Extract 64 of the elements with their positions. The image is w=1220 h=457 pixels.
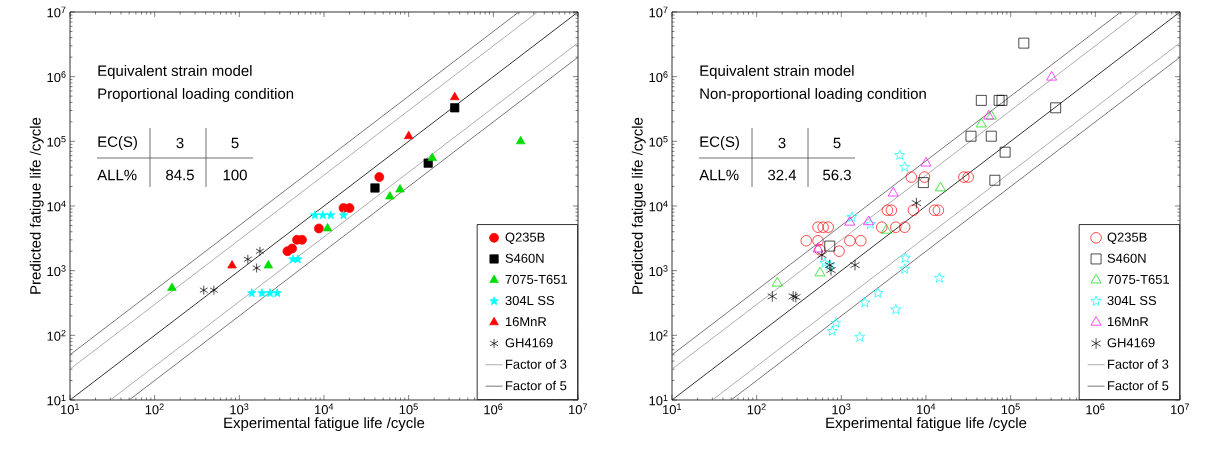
annotation: Equivalent strain model bbox=[700, 65, 854, 79]
legend-label: Factor of 5 bbox=[506, 380, 567, 391]
x-tick-label: 10$^{7}$ bbox=[569, 403, 588, 415]
legend-label: 16MnR bbox=[1107, 317, 1149, 327]
legend-label: 304L SS bbox=[1107, 295, 1157, 306]
x-tick-label: 10$^{4}$ bbox=[315, 403, 334, 415]
annotation: EC(S) bbox=[700, 136, 739, 150]
y-tick-label: 10$^{4}$ bbox=[649, 200, 668, 212]
annotation: 3 bbox=[778, 137, 786, 149]
legend-label: 7075-T651 bbox=[505, 274, 567, 284]
y-tick-label: 10$^{7}$ bbox=[47, 6, 66, 18]
y-tick-label: 10$^{3}$ bbox=[47, 265, 66, 277]
annotation: 5 bbox=[833, 137, 841, 149]
legend-label: Factor of 5 bbox=[1108, 380, 1169, 391]
legend-label: GH4169 bbox=[1107, 338, 1155, 348]
annotation: ALL% bbox=[699, 169, 739, 181]
x-tick-label: 10$^{5}$ bbox=[1001, 403, 1020, 415]
annotation: Non-proportional loading condition bbox=[700, 88, 926, 102]
x-axis-title: Experimental fatigue life /cycle bbox=[224, 417, 425, 432]
legend-label: 16MnR bbox=[505, 317, 547, 327]
annotation: EC(S) bbox=[98, 136, 137, 150]
y-axis-title: Predicted fatigue life /cycle bbox=[29, 117, 44, 294]
y-tick-label: 10$^{6}$ bbox=[649, 71, 668, 83]
annotation: 3 bbox=[176, 137, 184, 149]
x-tick-label: 10$^{4}$ bbox=[917, 403, 936, 415]
legend-label: 7075-T651 bbox=[1107, 274, 1169, 284]
annotation: ALL% bbox=[97, 169, 137, 181]
y-tick-label: 10$^{1}$ bbox=[47, 394, 66, 406]
legend-label: GH4169 bbox=[505, 338, 553, 348]
legend-label: Q235B bbox=[1107, 232, 1147, 245]
x-axis-title: Experimental fatigue life /cycle bbox=[826, 417, 1027, 432]
x-tick-label: 10$^{2}$ bbox=[145, 403, 164, 415]
y-tick-label: 10$^{5}$ bbox=[649, 135, 668, 147]
y-tick-label: 10$^{5}$ bbox=[47, 135, 66, 147]
x-tick-label: 10$^{6}$ bbox=[1086, 403, 1105, 415]
x-tick-label: 10$^{5}$ bbox=[399, 403, 418, 415]
annotation: 56.3 bbox=[823, 169, 851, 181]
legend-label: Q235B bbox=[505, 232, 545, 245]
x-tick-label: 10$^{6}$ bbox=[484, 403, 503, 415]
x-tick-label: 10$^{1}$ bbox=[663, 403, 682, 415]
y-tick-label: 10$^{2}$ bbox=[649, 329, 668, 341]
annotation: 32.4 bbox=[768, 169, 797, 181]
x-tick-label: 10$^{2}$ bbox=[747, 403, 766, 415]
y-tick-label: 10$^{6}$ bbox=[47, 71, 66, 83]
annotation: Equivalent strain model bbox=[98, 65, 252, 79]
legend-label: S460N bbox=[505, 253, 544, 263]
x-tick-label: 10$^{3}$ bbox=[230, 403, 249, 415]
y-tick-label: 10$^{2}$ bbox=[47, 329, 66, 341]
legend-label: Factor of 3 bbox=[1108, 359, 1169, 369]
x-tick-label: 10$^{1}$ bbox=[61, 403, 80, 415]
y-tick-label: 10$^{1}$ bbox=[649, 394, 668, 406]
y-tick-label: 10$^{4}$ bbox=[47, 200, 66, 212]
annotation: 100 bbox=[223, 169, 247, 181]
y-tick-label: 10$^{7}$ bbox=[649, 6, 668, 18]
legend-label: S460N bbox=[1107, 253, 1146, 263]
annotation: Proportional loading condition bbox=[98, 88, 294, 102]
annotation: 5 bbox=[231, 137, 239, 149]
x-tick-label: 10$^{7}$ bbox=[1171, 403, 1190, 415]
x-tick-label: 10$^{3}$ bbox=[832, 403, 851, 415]
legend-label: 304L SS bbox=[505, 295, 555, 306]
annotation: 84.5 bbox=[166, 169, 194, 181]
y-axis-title: Predicted fatigue life /cycle bbox=[631, 117, 646, 294]
y-tick-label: 10$^{3}$ bbox=[649, 265, 668, 277]
legend-label: Factor of 3 bbox=[506, 359, 567, 369]
